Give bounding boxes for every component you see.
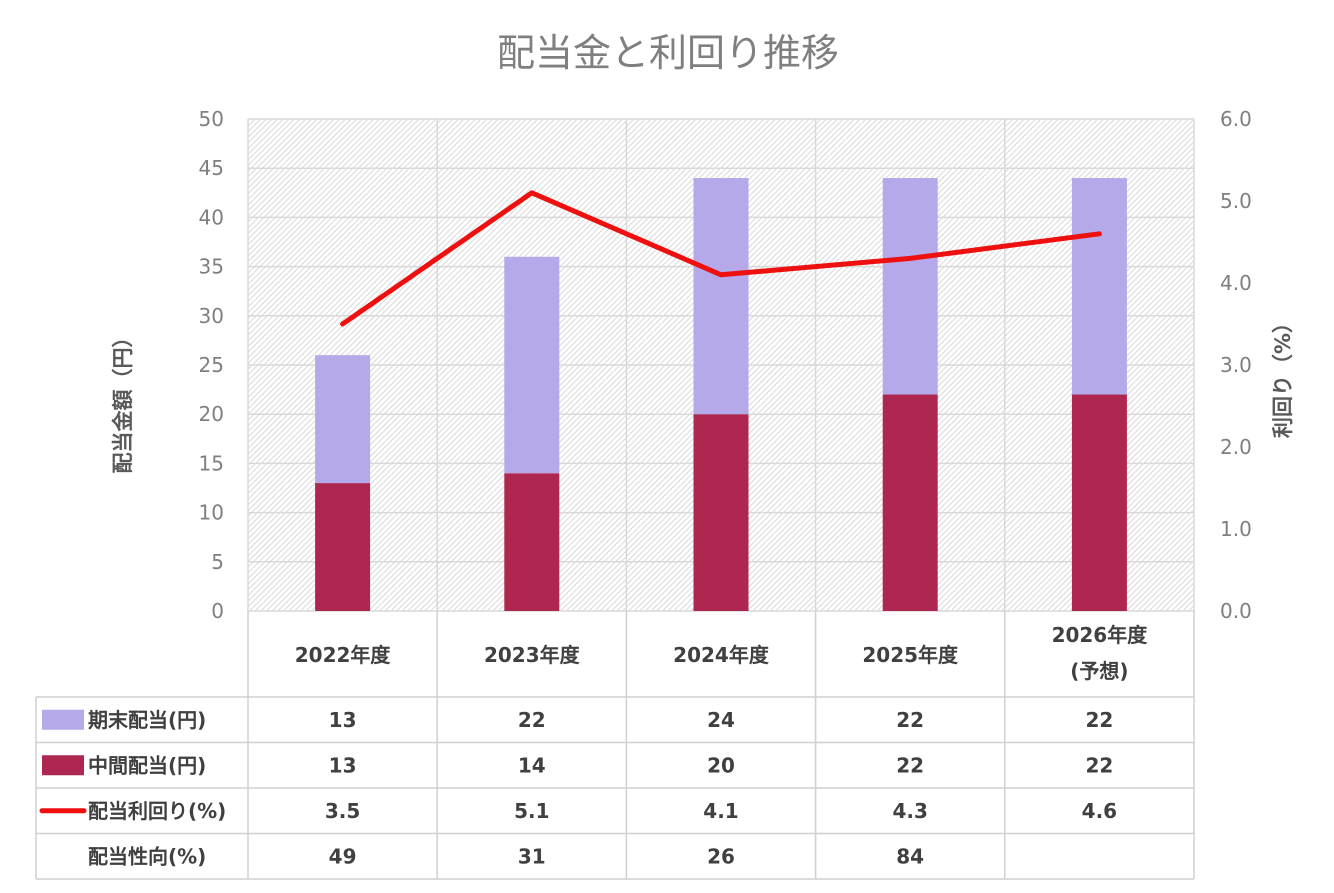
table-cell: 14 — [518, 753, 546, 777]
y-axis-label: 配当金額（円） — [111, 327, 135, 474]
y-tick-label: 10 — [199, 501, 224, 525]
y-tick-label: 5 — [211, 550, 224, 574]
legend-swatch — [42, 709, 84, 730]
bar-year-end — [1071, 178, 1127, 395]
data-table: 2022年度 2023年度 2024年度 2025年度 2026年度 (予想) 期末配当(円… — [35, 611, 1195, 880]
table-cell: 4.3 — [892, 799, 927, 823]
table-cell: 24 — [707, 708, 735, 732]
y-tick-label: 25 — [199, 353, 224, 377]
bar-year-end — [315, 355, 371, 484]
table-cell: 22 — [518, 708, 546, 732]
y-tick-label: 50 — [199, 107, 224, 131]
table-cell: 31 — [518, 844, 546, 868]
yield-line — [340, 190, 1102, 327]
x-tick-label: 2022年度 — [295, 643, 392, 667]
y-tick-label: 20 — [199, 402, 224, 426]
bar-interim — [693, 414, 749, 611]
table-cell: 13 — [329, 708, 357, 732]
table-cell: 13 — [329, 753, 357, 777]
x-tick-label: 2023年度 — [484, 643, 581, 667]
bar-interim — [504, 473, 560, 611]
table-cell: 84 — [896, 844, 924, 868]
y2-tick-label: 2.0 — [1220, 435, 1252, 459]
y2-tick-label: 3.0 — [1220, 353, 1252, 377]
x-tick-label: (予想) — [1070, 659, 1128, 683]
y2-tick-label: 4.0 — [1220, 271, 1252, 295]
table-row-label: 配当利回り(%) — [88, 799, 226, 823]
table-row-label: 中間配当(円) — [88, 753, 206, 777]
table-cell: 22 — [1085, 708, 1113, 732]
bar-year-end — [882, 178, 938, 395]
y-tick-label: 30 — [199, 304, 224, 328]
table-row-label: 期末配当(円) — [88, 708, 206, 732]
y-tick-label: 15 — [199, 451, 224, 475]
table-cell: 4.1 — [703, 799, 738, 823]
table-cell: 3.5 — [325, 799, 360, 823]
bar-interim — [1071, 394, 1127, 611]
table-cell: 4.6 — [1082, 799, 1117, 823]
table-cell: 49 — [329, 844, 357, 868]
x-tick-label: 2025年度 — [862, 643, 959, 667]
chart-title: 配当金と利回り推移 — [497, 31, 839, 75]
table-cell: 20 — [707, 753, 735, 777]
bar-year-end — [693, 178, 749, 415]
x-tick-label: 2024年度 — [673, 643, 770, 667]
x-tick-label: 2026年度 — [1052, 623, 1149, 647]
plot-area: 0 5 10 15 20 25 30 35 40 45 50 0.0 1.0 2.0 3.0 4.0 5.0 6.… — [111, 107, 1295, 623]
bar-interim — [882, 394, 938, 611]
y-tick-label: 40 — [199, 205, 224, 229]
table-cell: 22 — [896, 708, 924, 732]
y-tick-label: 45 — [199, 156, 224, 180]
table-cell: 22 — [896, 753, 924, 777]
table-row-label: 配当性向(%) — [88, 844, 206, 868]
table-cell: 5.1 — [514, 799, 549, 823]
table-cell: 26 — [707, 844, 735, 868]
y2-tick-label: 5.0 — [1220, 189, 1252, 213]
y-tick-label: 35 — [199, 255, 224, 279]
table-cell: 22 — [1085, 753, 1113, 777]
y2-tick-label: 1.0 — [1220, 517, 1252, 541]
y2-tick-label: 0.0 — [1220, 599, 1252, 623]
y2-tick-label: 6.0 — [1220, 107, 1252, 131]
y-tick-label: 0 — [211, 599, 224, 623]
bar-interim — [315, 483, 371, 611]
legend-swatch — [42, 755, 84, 776]
y2-axis-label: 利回り（%） — [1271, 312, 1295, 438]
bar-year-end — [504, 256, 560, 474]
